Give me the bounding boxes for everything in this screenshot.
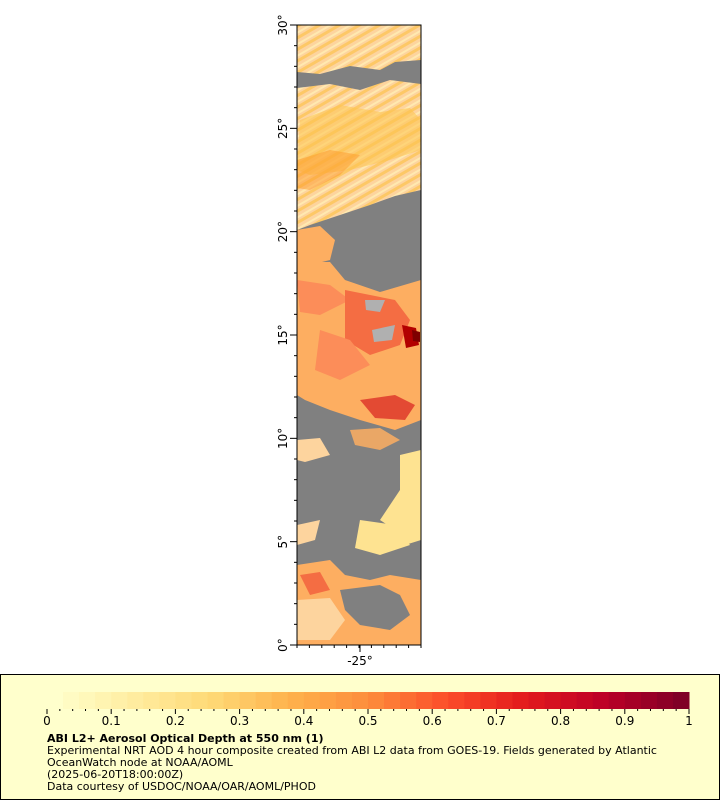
aod-region [297,520,320,545]
aod-region [297,226,335,265]
aod-region [315,330,370,380]
lat-tick-label: 0° [276,638,290,652]
no-data-region [340,585,410,630]
aod-region [355,520,410,555]
legend-time: (2025-06-20T18:00:00Z) [47,768,184,781]
aod-field [297,25,421,645]
aod-region [345,290,410,355]
axis-labels: 0° 5° 10° 15° 20° 25° 30° -25° [276,14,373,668]
aod-region [372,325,395,342]
aod-region [297,25,421,74]
aod-region [297,438,330,462]
lat-tick-label: 30° [276,14,290,35]
aod-region [412,330,420,342]
aod-region [300,572,330,595]
legend-title: ABI L2+ Aerosol Optical Depth at 550 nm … [47,732,324,745]
lat-tick-label: 10° [276,428,290,449]
legend-credit: Data courtesy of USDOC/NOAA/OAR/AOML/PHO… [47,780,316,793]
lat-tick-label: 25° [276,118,290,139]
aod-region [380,450,421,545]
aod-region [360,395,415,420]
legend-description: Experimental NRT AOD 4 hour composite cr… [47,744,657,769]
lat-tick-label: 20° [276,221,290,242]
aod-region [297,598,345,640]
aod-region [350,428,400,450]
axis-ticks [290,24,422,652]
aod-region [297,150,360,190]
lat-tick-label: 15° [276,324,290,345]
lat-tick-label: 5° [276,535,290,549]
aod-region [297,280,350,315]
map-figure: 0° 5° 10° 15° 20° 25° 30° -25° [276,14,422,668]
aod-region [365,300,385,312]
lon-tick-label: -25° [347,654,373,668]
